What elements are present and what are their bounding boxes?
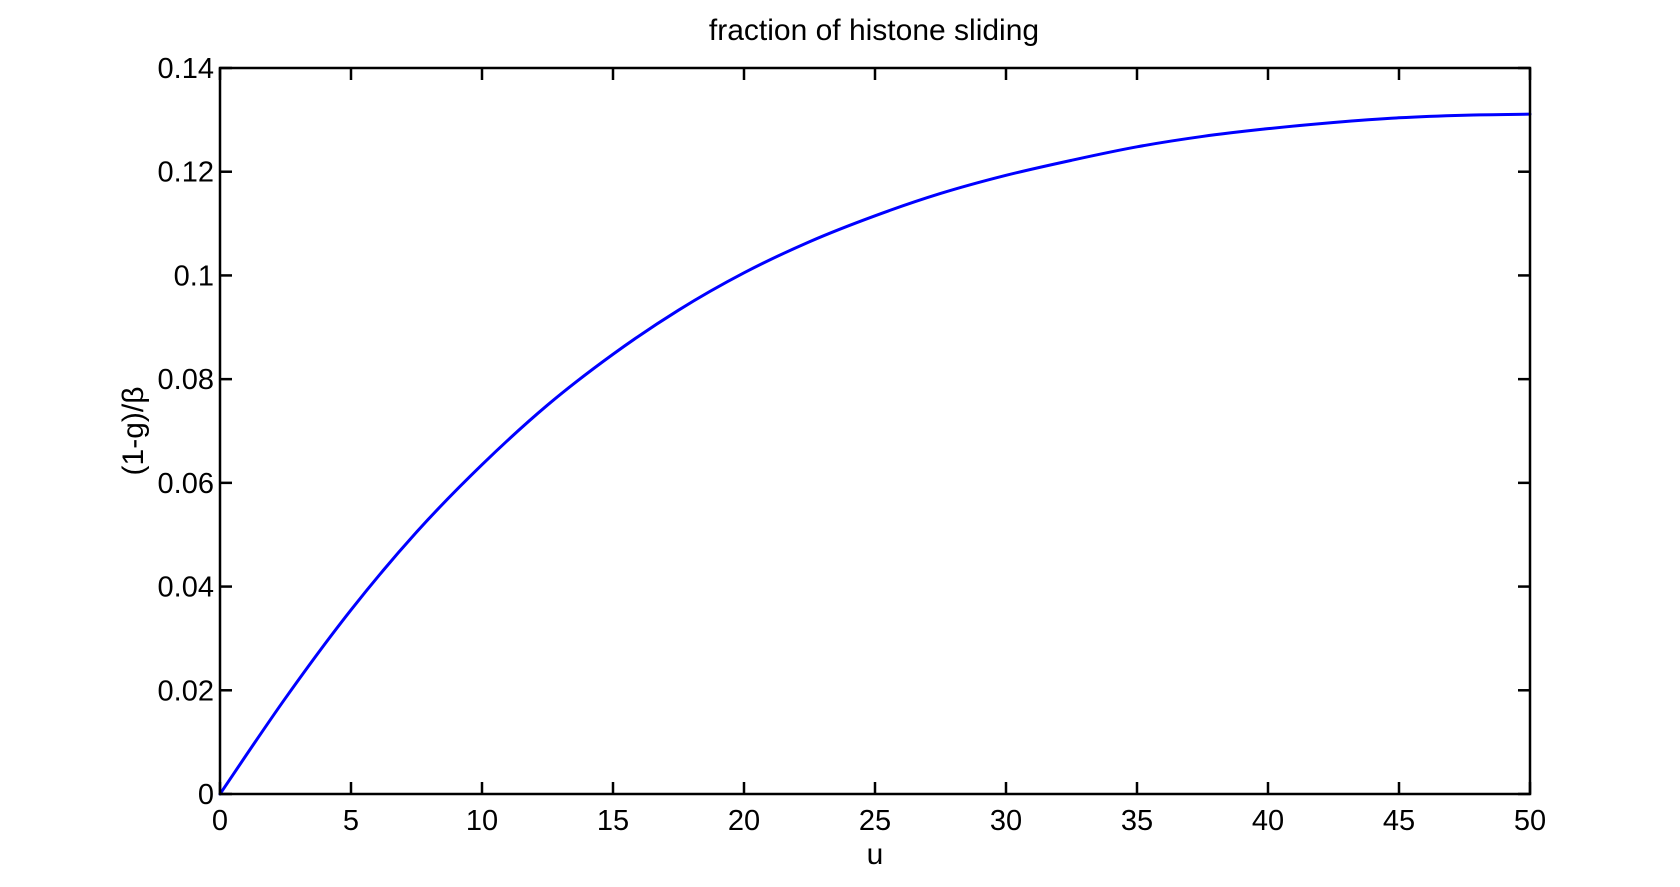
x-tick-label: 25: [859, 805, 891, 837]
y-tick-label: 0.1: [174, 260, 214, 292]
x-tick-label: 30: [990, 805, 1022, 837]
x-tick-label: 5: [343, 805, 359, 837]
x-tick-label: 50: [1514, 805, 1546, 837]
y-tick-label: 0.02: [158, 675, 214, 707]
x-tick-label: 35: [1121, 805, 1153, 837]
y-tick-label: 0.06: [158, 468, 214, 500]
x-tick-label: 40: [1252, 805, 1284, 837]
y-axis-title: (1-g)/β: [117, 387, 150, 476]
x-tick-label: 15: [597, 805, 629, 837]
x-tick-label: 45: [1383, 805, 1415, 837]
y-tick-label: 0.08: [158, 364, 214, 396]
y-tick-label: 0: [198, 779, 214, 811]
plot-area-frame: [218, 66, 1532, 796]
y-tick-label: 0.12: [158, 157, 214, 189]
x-axis-title: u: [867, 838, 884, 871]
y-tick-label: 0.04: [158, 572, 214, 604]
series-line: [218, 112, 1532, 796]
y-tick-label: 0.14: [158, 53, 214, 85]
x-tick-label: 0: [212, 805, 228, 837]
tick-layer: 0 5 10 15 20 25 30 35 40 45 50 0 0.02 0.04 0.06 0.08 0.1…: [158, 53, 1547, 837]
x-tick-label: 10: [466, 805, 498, 837]
series-layer: [218, 112, 1532, 796]
x-tick-label: 20: [728, 805, 760, 837]
chart-title: fraction of histone sliding: [709, 14, 1039, 47]
